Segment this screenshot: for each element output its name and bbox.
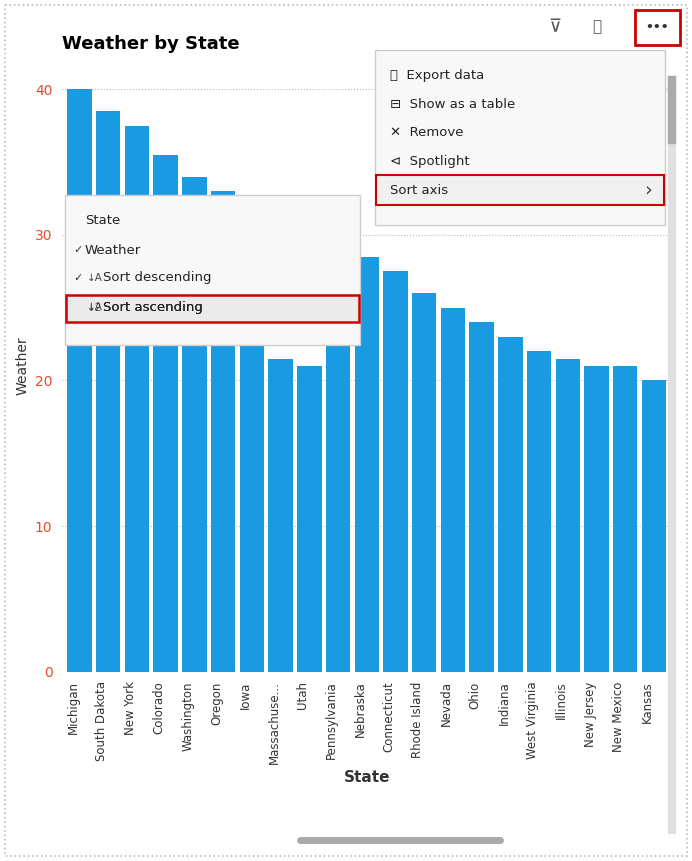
Bar	[469, 322, 494, 672]
Text: ›: ›	[644, 181, 652, 200]
Text: ⤢: ⤢	[592, 20, 601, 34]
Text: ⊟  Show as a table: ⊟ Show as a table	[390, 98, 516, 112]
FancyBboxPatch shape	[66, 295, 359, 322]
Text: ↓A: ↓A	[87, 273, 103, 283]
Bar	[211, 191, 235, 672]
Text: •••: •••	[646, 21, 669, 34]
Bar	[584, 366, 609, 672]
Bar	[613, 366, 637, 672]
Bar	[527, 351, 552, 672]
Text: ✕  Remove: ✕ Remove	[390, 127, 464, 139]
Bar	[641, 381, 666, 672]
Bar	[67, 90, 92, 672]
FancyBboxPatch shape	[375, 50, 665, 225]
Text: ↓2: ↓2	[87, 303, 102, 313]
Bar	[268, 359, 293, 672]
Bar	[297, 366, 322, 672]
Bar	[556, 359, 580, 672]
Bar	[326, 242, 350, 672]
FancyBboxPatch shape	[65, 195, 360, 345]
Text: Sort descending: Sort descending	[103, 271, 212, 284]
Y-axis label: Weather: Weather	[15, 337, 29, 395]
Bar	[412, 293, 437, 672]
Text: Weather: Weather	[85, 244, 141, 257]
Text: ⊲  Spotlight: ⊲ Spotlight	[390, 154, 470, 168]
Text: ✓: ✓	[73, 245, 82, 255]
FancyBboxPatch shape	[635, 10, 680, 45]
Text: Weather by State: Weather by State	[62, 35, 240, 53]
Bar	[154, 155, 178, 672]
Bar	[354, 257, 379, 672]
Bar	[239, 206, 264, 672]
Text: Sort ascending: Sort ascending	[103, 301, 203, 314]
Bar	[498, 337, 522, 672]
Text: Sort axis: Sort axis	[390, 183, 448, 196]
Text: ⊽: ⊽	[549, 18, 562, 36]
Text: Sort ascending: Sort ascending	[103, 300, 203, 313]
Bar	[441, 307, 465, 672]
Bar	[125, 126, 149, 672]
Text: 🗋  Export data: 🗋 Export data	[390, 69, 484, 82]
X-axis label: State: State	[343, 770, 390, 784]
Text: ↓A: ↓A	[87, 302, 103, 312]
Bar	[383, 271, 408, 672]
Bar	[96, 111, 120, 672]
FancyBboxPatch shape	[376, 175, 664, 205]
Bar	[182, 177, 207, 672]
Text: State: State	[85, 214, 120, 226]
Text: ✓: ✓	[73, 273, 82, 283]
